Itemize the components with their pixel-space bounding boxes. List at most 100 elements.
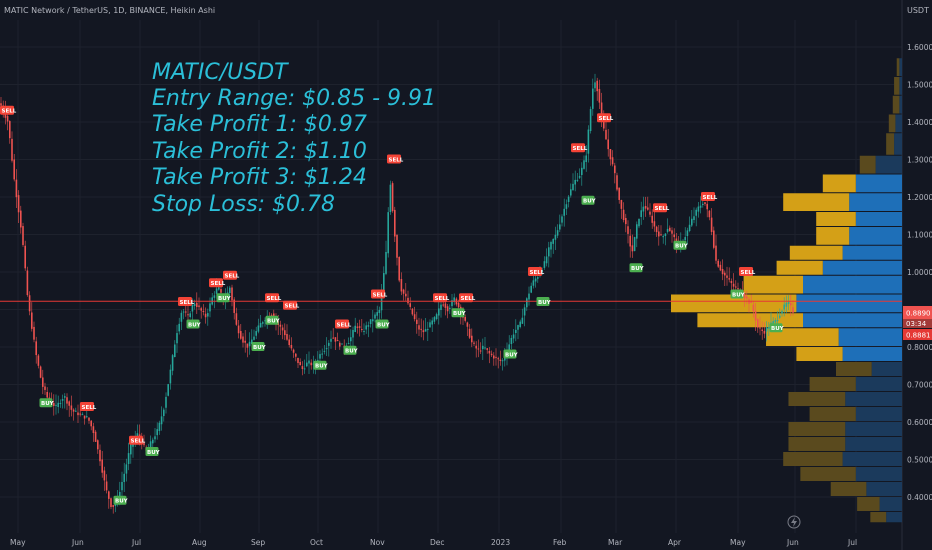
- lightning-icon[interactable]: [787, 515, 801, 529]
- volume-bar-sell: [886, 512, 902, 523]
- candle-body: [391, 183, 394, 212]
- candle-body: [20, 210, 22, 228]
- candle-body: [453, 297, 455, 302]
- volume-bar-buy: [788, 437, 846, 451]
- candle-body: [541, 270, 543, 272]
- candle-body: [37, 355, 40, 366]
- x-tick-label: Oct: [310, 538, 323, 547]
- candle-body: [537, 277, 539, 279]
- candle-body: [204, 313, 207, 318]
- candle-body: [730, 281, 733, 284]
- candle-body: [99, 449, 101, 462]
- volume-bar-buy: [816, 227, 850, 245]
- candle-body: [484, 347, 486, 349]
- candle-body: [394, 209, 396, 237]
- candle-body: [213, 295, 216, 298]
- sell-signal: SELL: [80, 402, 97, 411]
- signal-box: [216, 293, 230, 303]
- candle-body: [565, 204, 568, 209]
- candle-body: [768, 327, 770, 329]
- candle-body: [220, 289, 222, 293]
- candle-body: [792, 307, 794, 313]
- candle-body: [81, 414, 84, 416]
- signal-label: BUY: [218, 296, 232, 302]
- candle-body: [713, 230, 715, 248]
- candle-body: [466, 322, 469, 327]
- signal-box: [571, 143, 585, 153]
- signal-label: BUY: [505, 352, 519, 358]
- candle-body: [790, 303, 792, 306]
- volume-bar-buy: [809, 377, 856, 391]
- candle-body: [376, 312, 378, 316]
- volume-bar-buy: [894, 77, 900, 95]
- buy-signal: BUY: [39, 398, 55, 408]
- signal-label: BUY: [41, 401, 55, 407]
- candle-body: [464, 317, 466, 321]
- candle-body: [299, 362, 301, 366]
- volume-bar-sell: [899, 95, 902, 114]
- volume-bar-buy: [743, 275, 803, 294]
- candle-body: [383, 273, 385, 295]
- signal-label: SELL: [211, 281, 226, 287]
- signal-box: [113, 495, 127, 505]
- candle-body: [572, 183, 574, 190]
- time-axis[interactable]: May Jun Jul Aug Sep Oct Nov Dec 2023 Feb Mar Apr May…: [10, 538, 857, 547]
- candle-body: [167, 384, 169, 396]
- x-tick-label: Jun: [786, 538, 799, 547]
- x-tick-label: Apr: [668, 538, 682, 547]
- signal-label: SELL: [435, 296, 450, 302]
- signal-label: SELL: [285, 304, 300, 310]
- x-tick-label: Feb: [553, 538, 567, 547]
- signal-box: [701, 192, 715, 201]
- candle-body: [451, 300, 453, 307]
- candle-body: [169, 369, 172, 384]
- y-tick-label: 1.6000: [907, 43, 932, 52]
- volume-bar-buy: [896, 58, 900, 76]
- candle-body: [171, 355, 174, 371]
- candle-body: [693, 216, 695, 220]
- candle-body: [653, 221, 656, 227]
- signal-label: BUY: [631, 266, 645, 272]
- signal-label: SELL: [267, 296, 282, 302]
- x-tick-label: 2023: [491, 538, 510, 547]
- signal-box: [536, 297, 550, 306]
- x-tick-label: May: [730, 538, 746, 547]
- candle-body: [662, 236, 664, 238]
- candle-body: [387, 212, 389, 254]
- candle-body: [103, 470, 106, 481]
- candle-body: [44, 386, 46, 390]
- candle-body: [554, 234, 557, 240]
- signal-box: [653, 203, 667, 213]
- candle-body: [684, 237, 686, 241]
- candle-body: [92, 426, 95, 433]
- signal-box: [528, 267, 542, 276]
- sell-signal: SELL: [209, 278, 226, 288]
- candle-body: [97, 440, 99, 450]
- candle-body: [257, 325, 260, 332]
- signal-label: SELL: [599, 116, 614, 122]
- candle-body: [363, 330, 365, 332]
- candle-body: [765, 327, 768, 332]
- candle-body: [598, 89, 601, 103]
- candle-body: [339, 342, 341, 347]
- candle-body: [253, 336, 255, 340]
- signal-label: BUY: [732, 292, 746, 298]
- volume-bar-sell: [855, 174, 902, 193]
- volume-bar-buy: [671, 294, 797, 313]
- candle-body: [154, 436, 156, 440]
- candle-body: [411, 308, 414, 315]
- volume-bar-buy: [857, 497, 880, 511]
- candle-body: [633, 237, 636, 251]
- volume-bar-buy: [796, 347, 843, 361]
- candle-body: [763, 330, 766, 334]
- candle-body: [365, 325, 367, 330]
- sell-signal: SELL: [459, 293, 476, 303]
- candle-body: [160, 416, 163, 425]
- signal-box: [387, 154, 401, 164]
- annotation-line-tp3: Take Profit 3: $1.24: [152, 165, 367, 190]
- signal-label: SELL: [2, 109, 17, 115]
- signals: SELLBUYSELLSELLBUYBUYBUYSELLSELLSELLBUYB…: [0, 105, 785, 505]
- volume-bar-buy: [788, 392, 846, 406]
- candle-body: [255, 331, 257, 336]
